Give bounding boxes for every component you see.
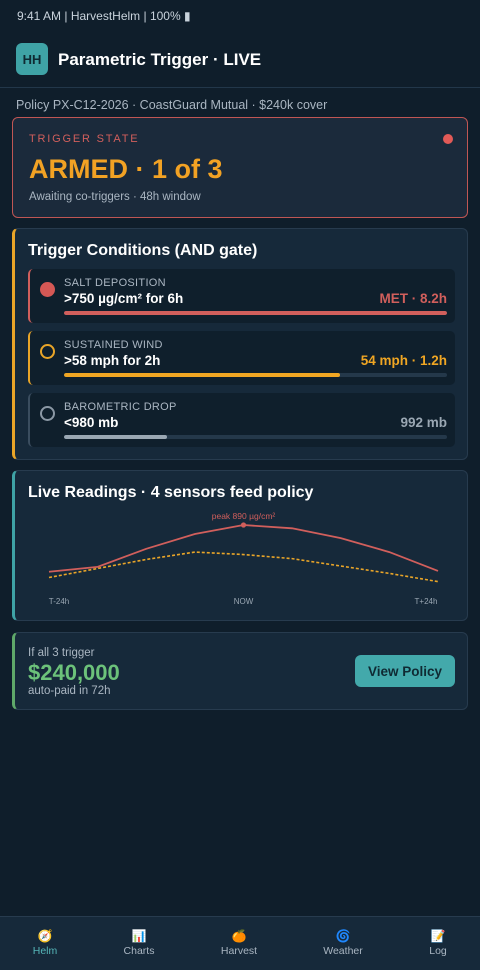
condition-status: 992 mb [400, 415, 447, 430]
app-header: HH Parametric Trigger · LIVE [0, 40, 480, 88]
condition-status: MET · 8.2h [379, 291, 447, 306]
nav-label: Helm [32, 945, 58, 957]
nav-label: Weather [323, 945, 363, 957]
condition-progress-track [64, 435, 447, 439]
bar-chart-icon: 📊 [131, 929, 147, 943]
condition-status: 54 mph · 1.2h [360, 353, 447, 368]
peak-marker [240, 522, 247, 528]
x-tick-label: NOW [234, 597, 254, 606]
trigger-conditions-card: Trigger Conditions (AND gate) SALT DEPOS… [12, 228, 468, 460]
payout-subtext: auto-paid in 72h [28, 685, 111, 697]
condition-salt-deposition[interactable]: SALT DEPOSITION >750 µg/cm² for 6h MET ·… [28, 269, 455, 323]
condition-progress-track [64, 373, 447, 377]
trigger-state-card: TRIGGER STATE ARMED · 1 of 3 Awaiting co… [12, 117, 468, 218]
status-bar: 9:41 AM | HarvestHelm | 100% ▮ [17, 9, 191, 23]
nav-item-charts[interactable]: 📊 Charts [94, 929, 184, 957]
nav-item-log[interactable]: 📝 Log [393, 929, 480, 957]
ring-circle-icon [40, 344, 55, 359]
condition-name: BAROMETRIC DROP [64, 401, 177, 413]
view-policy-button[interactable]: View Policy [355, 655, 455, 687]
peak-annotation: peak 890 µg/cm² [212, 511, 276, 521]
condition-threshold: >58 mph for 2h [64, 353, 161, 368]
condition-threshold: <980 mb [64, 415, 119, 430]
condition-progress-fill [64, 435, 168, 439]
trigger-state-subtext: Awaiting co-triggers · 48h window [29, 191, 201, 203]
x-tick-label: T+24h [415, 597, 438, 606]
nav-item-harvest[interactable]: 🍊 Harvest [194, 929, 284, 957]
page-title: Parametric Trigger · LIVE [58, 50, 262, 69]
payout-condition: If all 3 trigger [28, 647, 95, 659]
condition-barometric-drop[interactable]: BAROMETRIC DROP <980 mb 992 mb [28, 393, 455, 447]
nav-label: Log [429, 945, 447, 957]
compass-icon: 🧭 [37, 929, 53, 943]
trigger-state-label: TRIGGER STATE [29, 133, 140, 145]
live-readings-card: Live Readings · 4 sensors feed policy pe… [12, 470, 468, 621]
app-logo: HH [16, 43, 48, 75]
condition-progress-track [64, 311, 447, 315]
readings-title: Live Readings · 4 sensors feed policy [28, 484, 314, 501]
series-line-2 [48, 551, 439, 583]
filled-circle-icon [40, 282, 55, 297]
bottom-nav: 🧭 Helm 📊 Charts 🍊 Harvest 🌀 Weather 📝 Lo… [0, 916, 480, 970]
condition-name: SALT DEPOSITION [64, 277, 166, 289]
trigger-state-value: ARMED · 1 of 3 [29, 154, 223, 184]
ring-circle-icon [40, 406, 55, 421]
nav-item-weather[interactable]: 🌀 Weather [298, 929, 388, 957]
condition-name: SUSTAINED WIND [64, 339, 163, 351]
nav-label: Charts [123, 945, 155, 957]
readings-chart: peak 890 µg/cm² T-24h NOW T+24h [48, 511, 439, 606]
payout-amount: $240,000 [28, 660, 120, 685]
series-line-1 [48, 524, 439, 573]
condition-threshold: >750 µg/cm² for 6h [64, 291, 184, 306]
memo-icon: 📝 [430, 929, 446, 943]
conditions-title: Trigger Conditions (AND gate) [28, 242, 258, 259]
cyclone-icon: 🌀 [335, 929, 351, 943]
condition-progress-fill [64, 373, 340, 377]
live-indicator-icon [443, 134, 453, 144]
fruit-icon: 🍊 [231, 929, 247, 943]
policy-summary: Policy PX-C12-2026 · CoastGuard Mutual ·… [16, 98, 328, 112]
nav-item-helm[interactable]: 🧭 Helm [0, 929, 90, 957]
payout-card: If all 3 trigger $240,000 auto-paid in 7… [12, 632, 468, 710]
x-tick-label: T-24h [49, 597, 69, 606]
condition-progress-fill [64, 311, 447, 315]
nav-label: Harvest [220, 945, 258, 957]
condition-sustained-wind[interactable]: SUSTAINED WIND >58 mph for 2h 54 mph · 1… [28, 331, 455, 385]
